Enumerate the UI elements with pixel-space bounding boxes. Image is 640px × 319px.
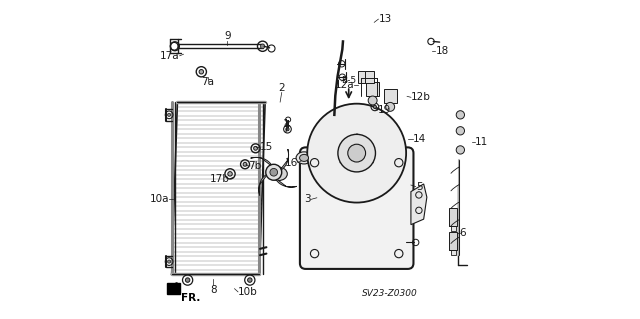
Text: 12a: 12a bbox=[335, 79, 355, 90]
Circle shape bbox=[286, 128, 289, 131]
Circle shape bbox=[456, 127, 465, 135]
Text: 12b: 12b bbox=[411, 92, 431, 102]
Text: 4: 4 bbox=[283, 120, 290, 130]
Circle shape bbox=[338, 134, 376, 172]
Bar bbox=[449, 232, 457, 249]
Polygon shape bbox=[279, 149, 289, 171]
Circle shape bbox=[456, 111, 465, 119]
Text: 3: 3 bbox=[305, 194, 311, 204]
FancyBboxPatch shape bbox=[300, 147, 413, 269]
Bar bbox=[449, 208, 457, 226]
Text: 7b: 7b bbox=[248, 161, 262, 171]
Circle shape bbox=[186, 278, 190, 282]
Bar bbox=[358, 71, 367, 83]
Polygon shape bbox=[251, 157, 273, 167]
Text: 17b: 17b bbox=[210, 174, 230, 184]
Ellipse shape bbox=[296, 152, 312, 164]
Polygon shape bbox=[275, 178, 297, 187]
Bar bbox=[451, 226, 456, 232]
Circle shape bbox=[248, 278, 252, 282]
Bar bbox=[366, 82, 379, 96]
Circle shape bbox=[228, 172, 232, 176]
Text: 19: 19 bbox=[378, 105, 390, 115]
Circle shape bbox=[266, 164, 282, 180]
Circle shape bbox=[386, 102, 395, 111]
Text: FR.: FR. bbox=[180, 293, 200, 303]
Circle shape bbox=[253, 146, 257, 150]
Circle shape bbox=[456, 146, 465, 154]
Circle shape bbox=[348, 144, 365, 162]
Text: 11: 11 bbox=[475, 137, 488, 147]
Text: 13: 13 bbox=[378, 14, 392, 24]
Polygon shape bbox=[167, 283, 180, 294]
Text: SV23-Z0300: SV23-Z0300 bbox=[362, 289, 418, 298]
Polygon shape bbox=[259, 174, 268, 196]
Text: 1: 1 bbox=[283, 119, 290, 129]
Circle shape bbox=[368, 96, 377, 105]
Ellipse shape bbox=[300, 154, 308, 161]
Bar bbox=[384, 89, 397, 103]
Text: 7a: 7a bbox=[201, 77, 214, 86]
Text: 14: 14 bbox=[413, 134, 426, 144]
Text: B-5: B-5 bbox=[341, 76, 356, 85]
Circle shape bbox=[373, 105, 376, 108]
Text: 8: 8 bbox=[210, 285, 216, 294]
Bar bbox=[451, 249, 456, 255]
Text: 18: 18 bbox=[435, 46, 449, 56]
Circle shape bbox=[168, 113, 171, 116]
Text: 16: 16 bbox=[284, 158, 298, 168]
Text: 10b: 10b bbox=[238, 287, 258, 297]
Circle shape bbox=[260, 44, 265, 48]
Circle shape bbox=[199, 70, 204, 74]
Text: 10a: 10a bbox=[150, 194, 170, 204]
Text: 15: 15 bbox=[259, 142, 273, 152]
Text: 2: 2 bbox=[278, 83, 285, 93]
Polygon shape bbox=[411, 184, 427, 225]
Circle shape bbox=[307, 104, 406, 203]
Text: 5: 5 bbox=[416, 182, 422, 192]
Ellipse shape bbox=[269, 167, 287, 181]
Text: 9: 9 bbox=[224, 32, 231, 41]
Circle shape bbox=[168, 260, 171, 263]
Bar bbox=[365, 71, 374, 83]
Text: 6: 6 bbox=[460, 228, 467, 238]
Text: 17a: 17a bbox=[160, 51, 180, 61]
Circle shape bbox=[243, 162, 247, 166]
Circle shape bbox=[270, 168, 278, 176]
